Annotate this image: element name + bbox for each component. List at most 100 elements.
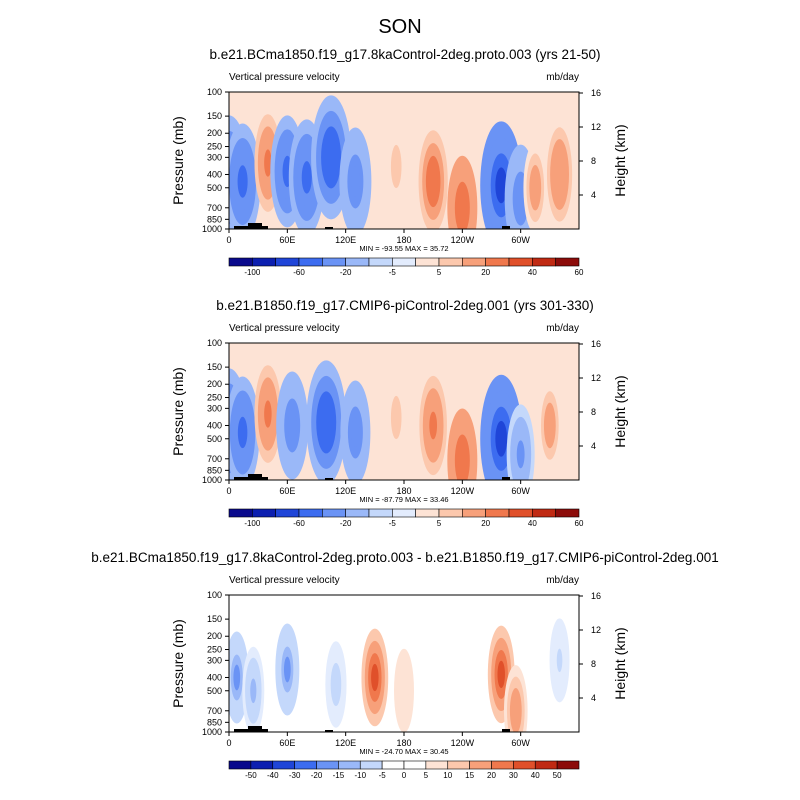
colorbar-label: 10 — [443, 771, 452, 780]
x-tick-label: 180 — [396, 738, 411, 748]
terrain — [248, 223, 262, 229]
y-tick-label: 200 — [207, 128, 222, 138]
colorbar-label: -60 — [293, 519, 305, 528]
x-tick-label: 120E — [335, 235, 356, 245]
colorbar-box — [415, 257, 440, 267]
contour-blob — [512, 698, 520, 724]
contour-blob — [531, 174, 539, 201]
terrain — [234, 729, 250, 732]
y2-axis-label: Height (km) — [612, 124, 628, 196]
colorbar-box — [322, 508, 346, 518]
colorbar-box — [322, 257, 346, 267]
terrain — [248, 474, 262, 480]
x-tick-label: 0 — [226, 486, 231, 496]
y-tick-label: 1000 — [202, 224, 222, 234]
y2-tick-label: 16 — [591, 88, 601, 98]
colorbar-box — [252, 508, 276, 518]
colorbar-box — [438, 508, 463, 518]
y-tick-label: 850 — [207, 717, 222, 727]
colorbar-label: -30 — [289, 771, 301, 780]
colorbar-box — [316, 760, 339, 770]
contour-blob — [497, 660, 505, 689]
contour-blob — [401, 678, 407, 703]
field — [229, 95, 573, 229]
x-tick-label: 60W — [511, 235, 530, 245]
contour-blob — [264, 149, 272, 177]
colorbar-box — [485, 508, 510, 518]
y-tick-label: 850 — [207, 214, 222, 224]
panel-units: mb/day — [546, 323, 579, 334]
colorbar-label: -60 — [293, 268, 305, 277]
x-tick-label: 120W — [451, 738, 475, 748]
y-tick-label: 100 — [207, 338, 222, 348]
colorbar-label: -20 — [340, 268, 352, 277]
x-tick-label: 0 — [226, 235, 231, 245]
x-tick-label: 120W — [451, 486, 475, 496]
y2-tick-label: 12 — [591, 625, 601, 635]
y-tick-label: 700 — [207, 706, 222, 716]
colorbar-box — [555, 257, 580, 267]
x-tick-label: 120E — [335, 486, 356, 496]
colorbar-box — [392, 508, 416, 518]
colorbar-box — [359, 760, 383, 770]
colorbar-label: 20 — [481, 268, 490, 277]
y-tick-label: 200 — [207, 631, 222, 641]
contour-blob — [429, 167, 438, 196]
terrain — [262, 729, 268, 732]
contour-blob — [371, 663, 379, 692]
contour-blob — [351, 417, 360, 448]
colorbar-label: -15 — [333, 771, 345, 780]
contour-blob — [495, 167, 508, 204]
y2-axis-label: Height (km) — [612, 375, 628, 447]
colorbar-label: 30 — [509, 771, 518, 780]
x-tick-label: 120W — [451, 235, 475, 245]
colorbar-box — [338, 760, 361, 770]
colorbar-box — [532, 257, 556, 267]
panel-title: b.e21.BCma1850.f19_g17.8kaControl-2deg.p… — [210, 47, 601, 62]
contour-blob — [350, 166, 360, 197]
y2-tick-label: 16 — [591, 339, 601, 349]
panel-2: b.e21.B1850.f19_g17.CMIP6-piControl-2deg… — [170, 298, 628, 528]
terrain — [234, 477, 250, 480]
y2-axis-label: Height (km) — [612, 627, 628, 699]
contour-blob — [250, 678, 257, 704]
x-tick-label: 120E — [335, 738, 356, 748]
terrain — [502, 729, 510, 732]
panel-1: b.e21.BCma1850.f19_g17.8kaControl-2deg.p… — [170, 47, 628, 277]
y-tick-label: 250 — [207, 393, 222, 403]
colorbar-box — [228, 760, 252, 770]
contour-blob — [556, 648, 563, 673]
contour-blob — [429, 411, 438, 440]
colorbar-box — [532, 508, 556, 518]
x-tick-label: 60E — [279, 486, 295, 496]
colorbar-box — [228, 257, 253, 267]
terrain — [262, 226, 268, 229]
panel-subtitle-left: Vertical pressure velocity — [229, 72, 340, 83]
y-tick-label: 500 — [207, 183, 222, 193]
colorbar-box — [345, 508, 370, 518]
contour-blob — [237, 165, 248, 198]
colorbar-label: -100 — [244, 268, 261, 277]
colorbar-label: 20 — [487, 771, 496, 780]
colorbar-label: 5 — [437, 268, 442, 277]
colorbar-box — [250, 760, 274, 770]
panel-subtitle-left: Vertical pressure velocity — [229, 575, 340, 586]
y-tick-label: 100 — [207, 590, 222, 600]
y-tick-label: 300 — [207, 152, 222, 162]
x-tick-label: 180 — [396, 235, 411, 245]
y-tick-label: 150 — [207, 362, 222, 372]
colorbar-box — [508, 257, 533, 267]
y-tick-label: 150 — [207, 614, 222, 624]
colorbar-label: 20 — [481, 519, 490, 528]
x-tick-label: 180 — [396, 486, 411, 496]
colorbar-box — [294, 760, 317, 770]
x-tick-label: 60W — [511, 738, 530, 748]
colorbar-box — [272, 760, 295, 770]
y2-tick-label: 16 — [591, 591, 601, 601]
y-tick-label: 1000 — [202, 727, 222, 737]
colorbar-box — [491, 760, 514, 770]
colorbar-label: 40 — [528, 268, 537, 277]
y-tick-label: 500 — [207, 434, 222, 444]
panel-title: b.e21.B1850.f19_g17.CMIP6-piControl-2deg… — [216, 298, 594, 313]
y-tick-label: 700 — [207, 203, 222, 213]
